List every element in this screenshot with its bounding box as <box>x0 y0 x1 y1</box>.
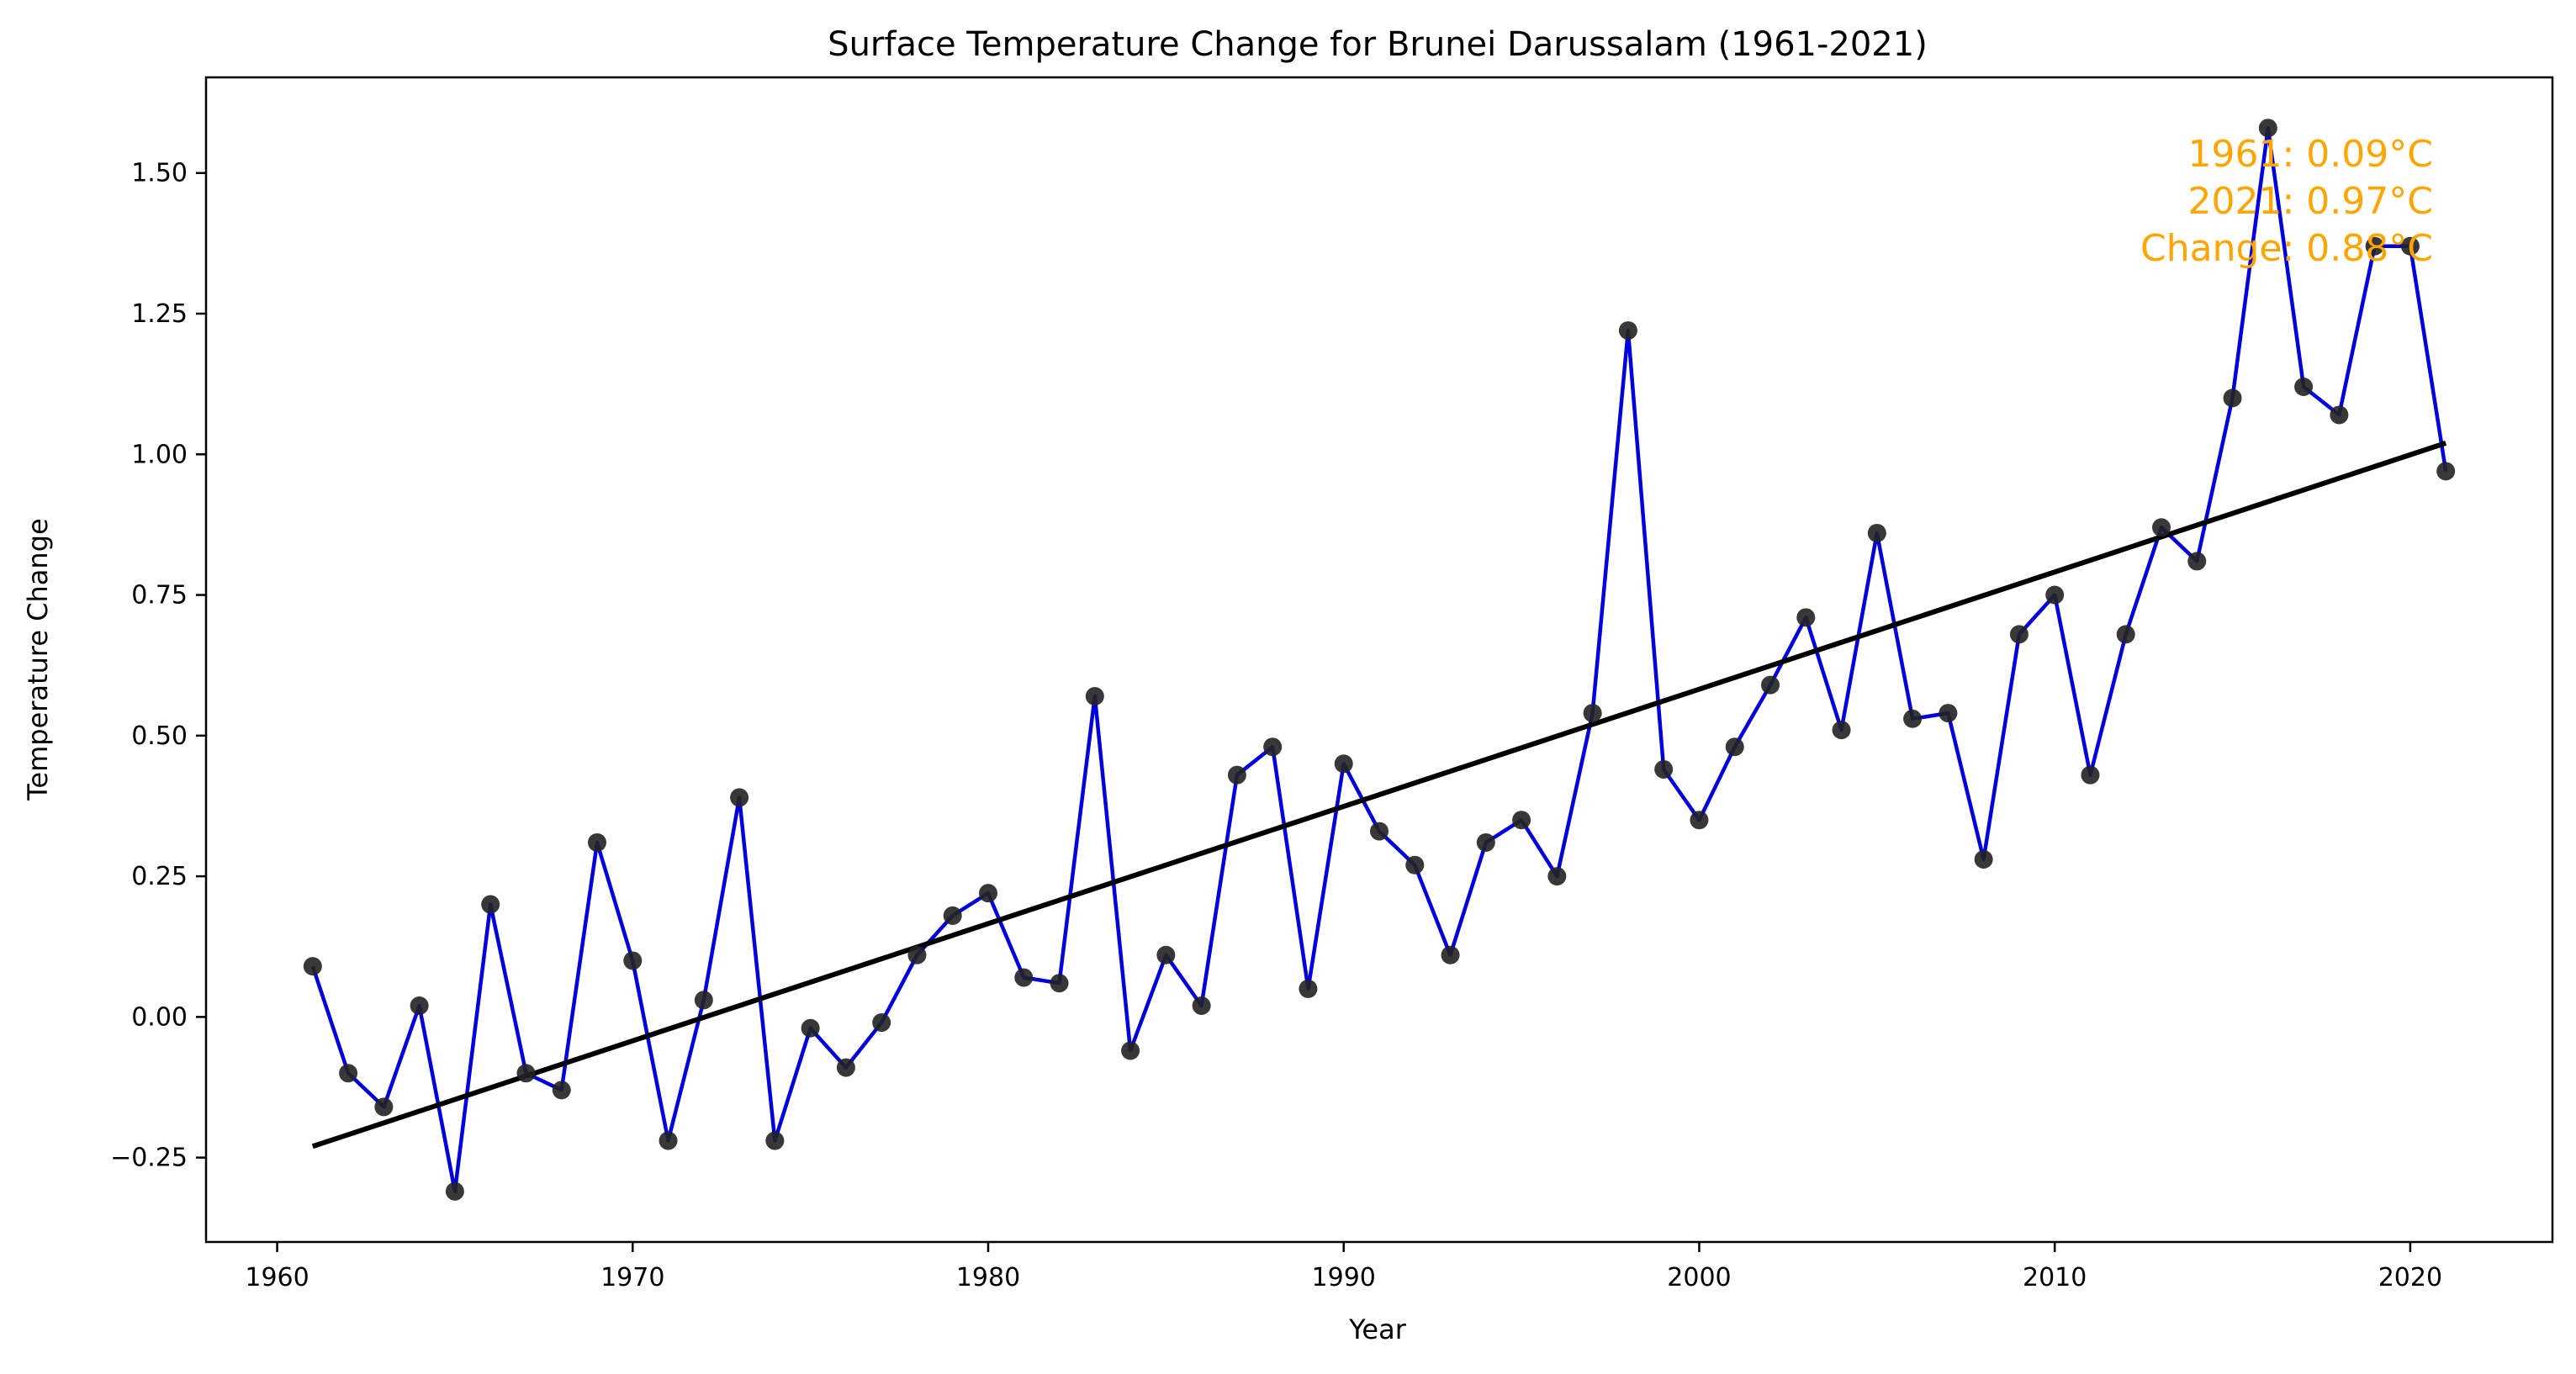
data-point <box>623 951 643 970</box>
data-point <box>588 832 606 852</box>
data-point <box>2152 518 2171 537</box>
data-point <box>979 884 997 903</box>
data-point <box>1547 867 1567 886</box>
y-axis-label: Temperature Change <box>22 518 54 801</box>
x-tick-label: 1990 <box>1312 1263 1376 1292</box>
y-tick-label: 1.25 <box>131 299 188 329</box>
data-point <box>2187 552 2207 571</box>
data-point <box>1405 855 1425 875</box>
data-point <box>1583 704 1602 723</box>
data-point <box>730 788 749 807</box>
data-point <box>1512 811 1531 830</box>
data-point <box>2436 462 2456 481</box>
data-point <box>2009 625 2029 644</box>
x-tick-label: 2000 <box>1667 1263 1731 1292</box>
y-tick-label: 0.50 <box>131 721 188 751</box>
data-point <box>1974 850 1993 869</box>
data-point <box>694 991 713 1010</box>
data-point <box>1832 721 1851 740</box>
data-point <box>1263 737 1283 757</box>
data-point <box>2116 625 2135 644</box>
data-point <box>2258 119 2277 138</box>
x-axis-label: Year <box>1348 1313 1407 1345</box>
data-point <box>943 906 962 925</box>
data-point <box>2294 377 2314 396</box>
x-axis: 1960 1970 1980 1990 2000 2010 2020 <box>245 1242 2442 1292</box>
x-tick-label: 1960 <box>245 1263 309 1292</box>
annotation-line: 2021: 0.97°C <box>2188 180 2433 223</box>
data-point <box>552 1081 571 1100</box>
trend-line <box>311 441 2447 1149</box>
data-point <box>339 1064 358 1083</box>
x-tick-label: 1980 <box>956 1263 1020 1292</box>
data-point <box>1085 686 1104 705</box>
series-line <box>310 125 2448 1194</box>
x-tick-label: 1970 <box>600 1263 664 1292</box>
data-point <box>2330 405 2349 425</box>
data-point <box>836 1058 855 1077</box>
data-point <box>659 1131 678 1150</box>
data-point <box>2223 388 2242 408</box>
x-tick-label: 2010 <box>2023 1263 2087 1292</box>
annotation-line: 1961: 0.09°C <box>2188 133 2433 176</box>
data-point <box>1299 979 1318 998</box>
y-tick-label: 1.50 <box>131 159 188 188</box>
data-point <box>1654 759 1674 779</box>
chart-title: Surface Temperature Change for Brunei Da… <box>828 25 1928 64</box>
data-point <box>1050 974 1069 993</box>
data-point <box>1441 945 1460 964</box>
data-point <box>2045 585 2065 605</box>
data-point <box>2365 236 2384 256</box>
data-point <box>765 1131 785 1150</box>
y-tick-label: −0.25 <box>110 1144 188 1173</box>
data-point <box>907 945 927 964</box>
data-point <box>1192 996 1211 1015</box>
data-point <box>445 1181 464 1201</box>
data-point <box>1014 968 1034 987</box>
y-tick-label: 0.00 <box>131 1002 188 1032</box>
data-point <box>1939 704 1958 723</box>
data-point <box>1370 822 1389 841</box>
data-point <box>481 895 500 914</box>
data-point <box>1334 754 1353 774</box>
data-point <box>1476 832 1495 852</box>
y-tick-label: 1.00 <box>131 440 188 469</box>
y-tick-label: 0.75 <box>131 581 188 610</box>
data-point <box>1867 523 1886 542</box>
plot-frame <box>204 76 2554 1244</box>
x-tick-label: 2020 <box>2378 1263 2442 1292</box>
y-axis: −0.25 0.00 0.25 0.50 0.75 1.00 1.25 1.50 <box>110 159 206 1173</box>
plot-area <box>303 119 2456 1201</box>
data-point <box>2081 765 2100 785</box>
annotation-line: Change: 0.88°C <box>2140 227 2433 270</box>
data-point <box>1227 765 1246 785</box>
data-point <box>2400 236 2420 256</box>
data-point <box>374 1097 394 1117</box>
data-point <box>303 957 322 976</box>
data-point <box>1903 709 1923 728</box>
data-point <box>1121 1041 1140 1060</box>
data-point <box>1725 737 1744 757</box>
data-point <box>801 1018 820 1038</box>
data-point <box>1796 608 1816 627</box>
data-point <box>1156 945 1176 964</box>
data-point <box>1761 675 1780 695</box>
y-tick-label: 0.25 <box>131 862 188 891</box>
data-point <box>410 996 429 1015</box>
data-point <box>1690 811 1709 830</box>
data-point <box>1618 321 1637 341</box>
data-point <box>872 1013 891 1033</box>
data-point <box>516 1064 536 1083</box>
